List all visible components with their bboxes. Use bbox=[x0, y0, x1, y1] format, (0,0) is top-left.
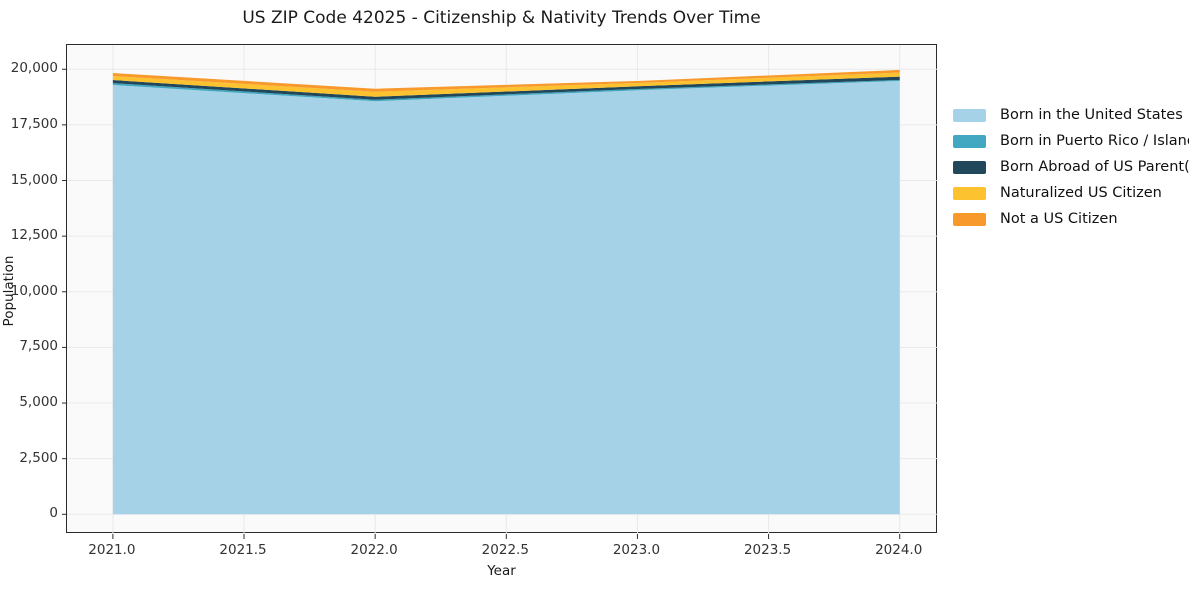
y-tick-label: 15,000 bbox=[10, 171, 58, 188]
y-tick-label: 0 bbox=[49, 505, 58, 522]
x-axis-label: Year bbox=[487, 563, 516, 579]
legend-label: Born Abroad of US Parent(s) bbox=[1000, 159, 1189, 175]
x-tick-label: 2021.0 bbox=[88, 542, 136, 558]
y-tick-label: 12,500 bbox=[10, 227, 58, 244]
legend-label: Not a US Citizen bbox=[1000, 211, 1118, 227]
legend-swatch bbox=[953, 212, 986, 226]
y-tick-label: 5,000 bbox=[19, 394, 58, 411]
legend-swatch bbox=[953, 160, 986, 174]
x-tick-label: 2024.0 bbox=[875, 542, 923, 558]
legend-item: Not a US Citizen bbox=[953, 206, 1189, 232]
legend-item: Born Abroad of US Parent(s) bbox=[953, 154, 1189, 180]
x-tick-label: 2023.0 bbox=[612, 542, 661, 558]
legend-swatch bbox=[953, 134, 986, 148]
legend: Born in the United States Born in Puerto… bbox=[953, 102, 1189, 232]
legend-swatch bbox=[953, 108, 986, 122]
legend-swatch bbox=[953, 186, 986, 200]
x-tick-label: 2023.5 bbox=[743, 542, 792, 558]
legend-label: Born in the United States bbox=[1000, 107, 1183, 123]
legend-item: Born in the United States bbox=[953, 102, 1189, 128]
y-tick-label: 2,500 bbox=[19, 449, 58, 466]
legend-item: Naturalized US Citizen bbox=[953, 180, 1189, 206]
y-tick-label: 20,000 bbox=[10, 60, 58, 77]
stacked-area-canvas bbox=[62, 45, 938, 539]
chart-title: US ZIP Code 42025 - Citizenship & Nativi… bbox=[242, 8, 761, 28]
legend-label: Born in Puerto Rico / Islands bbox=[1000, 133, 1189, 149]
y-tick-label: 17,500 bbox=[10, 115, 58, 132]
y-axis-label: Population bbox=[1, 255, 17, 327]
y-tick-label: 10,000 bbox=[10, 282, 58, 299]
chart-plot-area bbox=[62, 44, 938, 539]
x-tick-label: 2021.5 bbox=[219, 542, 267, 558]
legend-item: Born in Puerto Rico / Islands bbox=[953, 128, 1189, 154]
x-tick-label: 2022.0 bbox=[350, 542, 398, 558]
x-tick-label: 2022.5 bbox=[481, 542, 529, 558]
legend-label: Naturalized US Citizen bbox=[1000, 185, 1162, 201]
y-tick-label: 7,500 bbox=[19, 338, 58, 355]
